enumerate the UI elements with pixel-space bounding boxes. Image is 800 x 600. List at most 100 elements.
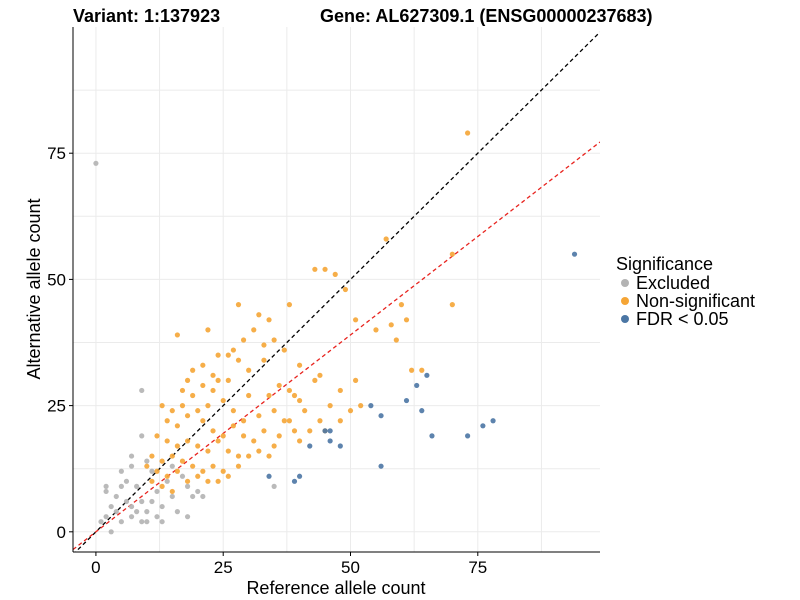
data-point xyxy=(312,266,318,272)
data-point xyxy=(424,372,430,378)
data-point xyxy=(169,493,175,500)
data-point xyxy=(190,463,196,469)
data-point xyxy=(144,519,150,525)
data-point xyxy=(190,392,196,399)
x-axis-ticks: 0 25 50 75 xyxy=(91,552,487,577)
data-point xyxy=(358,403,364,409)
data-point xyxy=(327,438,333,444)
data-point xyxy=(398,302,405,308)
data-point xyxy=(225,377,231,383)
data-point xyxy=(205,327,211,333)
data-point xyxy=(169,408,175,414)
data-point xyxy=(225,473,231,479)
data-point xyxy=(322,266,328,272)
data-point xyxy=(98,519,104,525)
x-axis-title: Reference allele count xyxy=(246,578,425,598)
data-point xyxy=(144,458,150,464)
data-point xyxy=(144,509,150,515)
data-point xyxy=(113,509,119,515)
data-point xyxy=(123,478,130,484)
data-point xyxy=(449,251,455,257)
data-point xyxy=(164,418,170,424)
data-point xyxy=(490,418,496,424)
legend-label: Non-significant xyxy=(636,291,755,311)
data-point xyxy=(149,498,155,505)
data-point xyxy=(251,438,257,444)
data-point xyxy=(230,423,236,429)
y-tick-label: 75 xyxy=(47,144,66,163)
reference-line-fitted xyxy=(73,141,600,551)
data-point xyxy=(200,362,206,368)
data-point xyxy=(266,317,272,323)
series-non-significant xyxy=(144,130,471,495)
data-point xyxy=(174,509,180,515)
y-axis-ticks: 0 25 50 75 xyxy=(47,144,73,542)
data-point xyxy=(174,443,180,449)
data-point xyxy=(179,403,186,409)
data-point xyxy=(200,418,206,424)
data-point xyxy=(190,493,196,500)
data-point xyxy=(210,463,216,469)
data-point xyxy=(93,160,99,166)
data-point xyxy=(312,377,318,383)
data-point xyxy=(205,403,211,409)
data-point xyxy=(403,317,410,323)
data-point xyxy=(103,488,109,495)
data-point xyxy=(210,372,216,378)
legend-swatch xyxy=(621,315,629,323)
data-point xyxy=(322,428,328,434)
legend-swatch xyxy=(621,297,629,305)
data-point xyxy=(210,428,216,434)
data-point xyxy=(296,473,303,479)
data-point xyxy=(200,382,206,389)
data-point xyxy=(134,509,140,515)
x-tick-label: 0 xyxy=(91,558,100,577)
data-point xyxy=(169,463,175,469)
data-point xyxy=(210,387,216,394)
data-point xyxy=(128,463,135,469)
data-point xyxy=(393,337,399,343)
data-point xyxy=(235,463,242,469)
data-point xyxy=(235,453,242,459)
data-point xyxy=(307,443,313,449)
data-point xyxy=(296,397,303,404)
data-point xyxy=(296,362,303,368)
data-point xyxy=(205,478,211,484)
data-point xyxy=(215,377,221,383)
legend-label: Excluded xyxy=(636,273,710,293)
series-fdr-0-05 xyxy=(266,251,578,484)
data-point xyxy=(139,433,145,439)
data-point xyxy=(368,403,374,409)
data-point xyxy=(281,418,287,424)
data-point xyxy=(256,448,262,454)
data-point xyxy=(327,428,333,434)
data-point xyxy=(220,397,226,404)
data-point xyxy=(276,382,282,389)
data-point xyxy=(154,488,160,495)
data-point xyxy=(128,514,135,520)
data-point xyxy=(159,483,165,489)
data-point xyxy=(352,377,359,383)
data-point xyxy=(108,529,114,535)
data-point xyxy=(174,468,180,474)
data-point xyxy=(169,488,175,495)
data-point xyxy=(271,408,277,414)
data-point xyxy=(174,423,180,429)
data-point xyxy=(409,367,415,373)
legend-label: FDR < 0.05 xyxy=(636,309,729,329)
data-point xyxy=(251,327,257,333)
chart-title-gene: Gene: AL627309.1 (ENSG00000237683) xyxy=(320,6,653,26)
data-point xyxy=(271,337,277,343)
data-point xyxy=(307,428,313,434)
data-point xyxy=(154,514,160,520)
data-point xyxy=(200,468,206,474)
data-point xyxy=(378,413,384,419)
data-point xyxy=(159,519,165,525)
legend-title: Significance xyxy=(616,254,713,274)
data-point xyxy=(144,463,150,469)
data-point xyxy=(480,423,486,429)
data-point xyxy=(373,327,379,333)
data-point xyxy=(184,478,191,484)
data-point xyxy=(205,448,211,454)
data-point xyxy=(139,387,145,394)
